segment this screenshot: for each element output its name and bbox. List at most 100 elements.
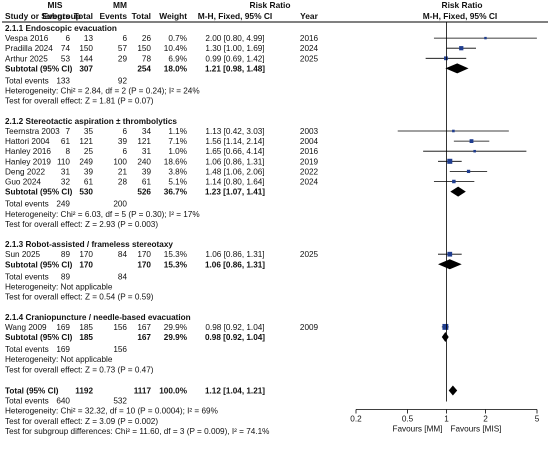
subtotal-total-mis: 530 [79,188,93,197]
study-weight: 5.1% [168,178,187,187]
study-name: Sun 2025 [5,250,41,259]
study-marker [452,129,455,133]
subgroup-title: 2.1.4 Craniopuncture / needle-based evac… [5,313,191,322]
study-total-mm: 121 [137,137,151,146]
study-marker [447,158,453,164]
study-year: 2016 [300,34,319,43]
study-year: 2024 [300,178,319,187]
study-total-mm: 170 [137,250,151,259]
study-name: Teernstra 2003 [5,127,60,136]
study-risk-ratio: 1.48 [1.06, 2.06] [205,167,264,176]
subtotal-risk-ratio: 1.06 [0.86, 1.31] [205,260,265,269]
study-total-mm: 34 [142,127,152,136]
study-events-mis: 53 [61,54,71,63]
study-events-mm: 21 [118,167,128,176]
header-plot-top: Risk Ratio [442,0,483,10]
study-total-mis: 144 [79,54,93,63]
total-events-label: Total events [5,345,49,354]
study-marker [447,251,453,257]
subtotal-total-mm: 254 [137,64,151,73]
study-risk-ratio: 0.99 [0.69, 1.42] [205,54,264,63]
study-year: 2003 [300,127,319,136]
study-risk-ratio: 0.98 [0.92, 1.04] [205,323,264,332]
subtotal-diamond [438,259,462,270]
favours-left-label: Favours [MM] [392,425,442,434]
study-marker [469,139,474,143]
header-plot-sub: M-H, Fixed, 95% CI [423,11,497,21]
study-year: 2016 [300,147,319,156]
study-total-mis: 249 [79,157,93,166]
study-weight: 29.9% [164,323,187,332]
axis-tick-label: 1 [444,415,449,424]
header-weight: Weight [159,11,187,21]
study-risk-ratio: 1.56 [1.14, 2.14] [205,137,264,146]
total-n-mm: 1117 [134,387,152,396]
study-name: Hattori 2004 [5,137,50,146]
study-risk-ratio: 1.30 [1.00, 1.69] [205,44,264,53]
study-events-mis: 169 [56,323,70,332]
subtotal-total-mis: 185 [79,333,93,342]
subtotal-label: Subtotal (95% CI) [5,64,73,73]
study-name: Pradilla 2024 [5,44,53,53]
study-weight: 15.3% [164,250,187,259]
study-risk-ratio: 1.13 [0.42, 3.03] [205,127,264,136]
total-events-mm: 92 [118,77,128,86]
subgroup-title: 2.1.3 Robot-assisted / frameless stereot… [5,240,173,249]
study-year: 2019 [300,157,319,166]
overall-heterogeneity-text: Heterogeneity: Chi² = 32.32, df = 10 (P … [5,407,218,416]
study-risk-ratio: 1.14 [0.80, 1.64] [205,178,264,187]
x-axis: 0.2 0.5 1 2 5 Favours [MM] Favours [MIS] [350,22,540,434]
overall-effect-text: Test for overall effect: Z = 0.54 (P = 0… [5,293,154,302]
subtotal-total-mm: 167 [137,333,151,342]
study-risk-ratio: 1.65 [0.66, 4.14] [205,147,264,156]
study-total-mis: 13 [84,34,94,43]
subtotal-weight: 15.3% [164,260,188,269]
subtotal-total-mis: 170 [79,260,93,269]
study-total-mm: 61 [142,178,152,187]
study-risk-ratio: 1.06 [0.86, 1.31] [205,157,264,166]
study-risk-ratio: 1.06 [0.86, 1.31] [205,250,264,259]
total-events-mis: 249 [56,200,70,209]
header-effect: M-H, Fixed, 95% CI [198,11,272,21]
total-events-mm: 200 [113,200,127,209]
study-risk-ratio: 2.00 [0.80, 4.99] [205,34,264,43]
study-total-mis: 25 [84,147,94,156]
study-year: 2024 [300,44,319,53]
heterogeneity-text: Heterogeneity: Chi² = 2.84, df = 2 (P = … [5,87,200,96]
study-total-mis: 185 [79,323,93,332]
study-marker [484,36,487,40]
study-weight: 3.8% [168,167,187,176]
total-events-mis: 133 [56,77,70,86]
study-events-mm: 6 [122,147,127,156]
study-marker [466,169,471,174]
subtotal-risk-ratio: 0.98 [0.92, 1.04] [205,333,265,342]
subtotal-label: Subtotal (95% CI) [5,333,73,342]
study-marker [442,323,449,330]
overall-total-events-mis: 640 [56,397,70,406]
study-weight: 7.1% [168,137,187,146]
subgroup-title: 2.1.2 Stereotactic aspiration ± thrombol… [5,117,177,126]
study-events-mm: 29 [118,54,128,63]
study-events-mm: 6 [122,127,127,136]
axis-tick-label: 0.2 [350,415,362,424]
subtotal-weight: 18.0% [164,64,188,73]
total-n-mis: 1192 [75,387,93,396]
total-weight: 100.0% [159,387,187,396]
overall-total-events-label: Total events [5,397,49,406]
subtotal-label: Subtotal (95% CI) [5,260,73,269]
study-events-mm: 156 [113,323,127,332]
study-year: 2025 [300,250,319,259]
header-events-1: Events [43,11,71,21]
study-total-mm: 78 [142,54,152,63]
axis-tick-label: 2 [483,415,488,424]
subtotal-total-mm: 170 [137,260,151,269]
subtotal-weight: 36.7% [164,188,188,197]
study-events-mis: 7 [65,127,70,136]
total-events-mis: 169 [56,345,70,354]
total-diamond [448,385,458,396]
study-marker [444,56,448,61]
study-events-mis: 89 [61,250,71,259]
study-marker [473,149,476,153]
